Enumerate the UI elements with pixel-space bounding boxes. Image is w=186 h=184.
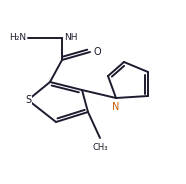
Text: H₂N: H₂N [9, 33, 26, 42]
Text: N: N [112, 102, 120, 112]
Text: S: S [25, 95, 31, 105]
Text: O: O [94, 47, 102, 57]
Text: CH₃: CH₃ [92, 143, 108, 152]
Text: NH: NH [64, 33, 78, 42]
